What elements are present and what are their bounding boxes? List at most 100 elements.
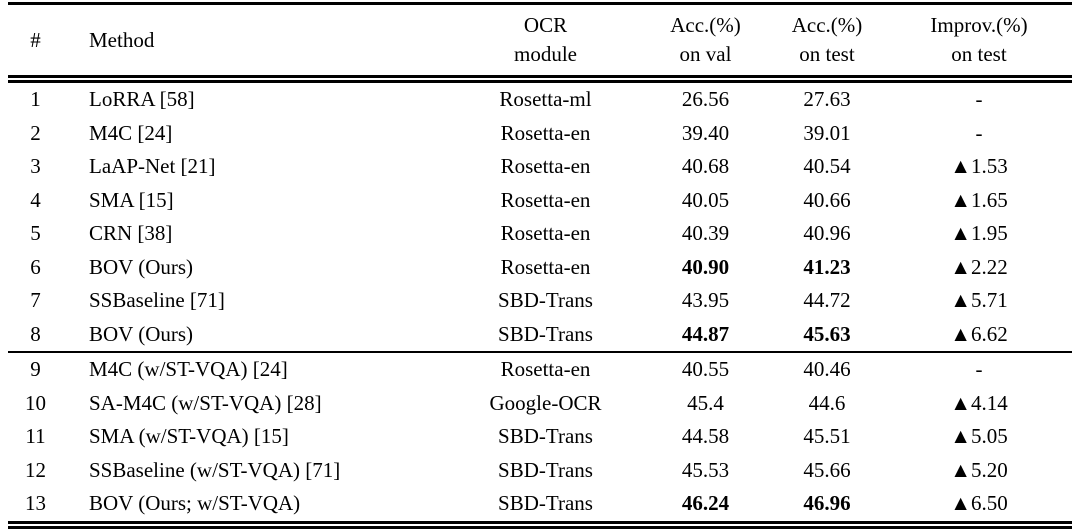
header-line: # xyxy=(30,27,41,52)
header-line: OCR xyxy=(523,13,568,37)
cell-num: 13 xyxy=(25,491,46,516)
cell-num: 4 xyxy=(30,187,41,212)
cell-method: SSBaseline [71] xyxy=(89,288,225,313)
cell-test: 46.96 xyxy=(803,491,851,516)
cell-val: 39.40 xyxy=(681,120,730,145)
cell-test: 44.6 xyxy=(808,390,846,415)
header-line: module xyxy=(514,42,577,66)
cell-ocr: SBD-Trans xyxy=(498,457,593,482)
cell-method: CRN [38] xyxy=(89,221,173,246)
cell-method: BOV (Ours) xyxy=(89,321,194,346)
cell-ocr: Google-OCR xyxy=(489,390,602,415)
header-line: Method xyxy=(89,27,155,52)
cell-val: 44.87 xyxy=(681,321,730,346)
cell-method: LaAP-Net [21] xyxy=(89,154,216,179)
cell-num: 3 xyxy=(30,154,41,179)
column-header-method: Method xyxy=(63,3,448,83)
header-line: Improv.(%) xyxy=(930,13,1028,37)
cell-test: 27.63 xyxy=(803,87,851,112)
cell-ocr: SBD-Trans xyxy=(498,321,593,346)
cell-test: 45.66 xyxy=(803,457,851,482)
cell-val: 46.24 xyxy=(681,491,730,516)
cell-method: M4C (w/ST-VQA) [24] xyxy=(63,351,448,387)
cell-test: 40.66 xyxy=(803,187,851,212)
cell-test: 40.46 xyxy=(768,351,886,387)
cell-test: 44.72 xyxy=(803,288,851,313)
cell-improv: ▲6.62 xyxy=(950,321,1008,346)
cell-improv: - xyxy=(975,120,983,145)
cell-ocr: Rosetta-en xyxy=(500,254,591,279)
table-row: 12 SSBaseline (w/ST-VQA) [71] SBD-Trans 45.… xyxy=(8,454,1072,488)
cell-improv: ▲5.05 xyxy=(950,424,1008,449)
table-row: 9 M4C (w/ST-VQA) [24] Rosetta-en 40.55 40.46… xyxy=(8,351,1072,387)
cell-improv: ▲6.50 xyxy=(950,491,1008,516)
table-body: 1 LoRRA [58] Rosetta-ml 26.56 27.63 - 2 M4C [24… xyxy=(8,79,1072,525)
header-line: Acc.(%) xyxy=(670,13,741,37)
column-header-ocr: OCR module xyxy=(448,3,643,83)
cell-num: 1 xyxy=(30,87,41,112)
cell-test: 41.23 xyxy=(803,254,851,279)
cell-val: 40.55 xyxy=(643,351,768,387)
cell-ocr: Rosetta-en xyxy=(500,221,591,246)
cell-num: 2 xyxy=(30,120,41,145)
cell-method: BOV (Ours; w/ST-VQA) xyxy=(89,491,301,516)
cell-num: 5 xyxy=(30,221,41,246)
cell-method: BOV (Ours) xyxy=(89,254,194,279)
cell-test: 40.54 xyxy=(803,154,851,179)
cell-test: 45.63 xyxy=(803,321,851,346)
cell-improv: ▲5.71 xyxy=(950,288,1008,313)
cell-ocr: Rosetta-en xyxy=(500,187,591,212)
column-header-test: Acc.(%) on test xyxy=(768,3,886,83)
cell-val: 40.90 xyxy=(681,254,730,279)
cell-improv: ▲1.65 xyxy=(950,187,1008,212)
header-line: on test xyxy=(799,42,855,66)
cell-num: 6 xyxy=(30,254,41,279)
table-row: 3 LaAP-Net [21] Rosetta-en 40.68 40.54 ▲1.53 xyxy=(8,150,1072,184)
cell-method: SSBaseline (w/ST-VQA) [71] xyxy=(89,457,341,482)
cell-val: 45.53 xyxy=(681,457,730,482)
cell-method: SMA [15] xyxy=(89,187,174,212)
cell-improv: ▲4.14 xyxy=(950,390,1008,415)
cell-num: 10 xyxy=(25,390,46,415)
table-row: 7 SSBaseline [71] SBD-Trans 43.95 44.72 ▲5.71 xyxy=(8,284,1072,318)
cell-num: 9 xyxy=(8,351,63,387)
table-row: 1 LoRRA [58] Rosetta-ml 26.56 27.63 - xyxy=(8,79,1072,117)
cell-improv: ▲1.95 xyxy=(950,221,1008,246)
header-row: # Method OCR module Acc.(%) on val Acc.(%) on t… xyxy=(8,3,1072,83)
table-row: 8 BOV (Ours) SBD-Trans 44.87 45.63 ▲6.62 xyxy=(8,318,1072,353)
cell-num: 8 xyxy=(30,321,41,346)
cell-test: 45.51 xyxy=(803,424,851,449)
cell-improv: - xyxy=(975,87,983,112)
column-header-val: Acc.(%) on val xyxy=(643,3,768,83)
column-header-improv: Improv.(%) on test xyxy=(886,3,1072,83)
cell-num: 12 xyxy=(25,457,46,482)
results-table: # Method OCR module Acc.(%) on val Acc.(%) on t… xyxy=(8,2,1072,529)
cell-ocr: SBD-Trans xyxy=(498,288,593,313)
cell-val: 40.68 xyxy=(681,154,730,179)
table-row: 5 CRN [38] Rosetta-en 40.39 40.96 ▲1.95 xyxy=(8,217,1072,251)
table-row: 13 BOV (Ours; w/ST-VQA) SBD-Trans 46.24 46.9… xyxy=(8,487,1072,525)
cell-improv: ▲5.20 xyxy=(950,457,1008,482)
header-line: on val xyxy=(679,42,732,66)
header-line: Acc.(%) xyxy=(791,13,863,37)
cell-improv: ▲1.53 xyxy=(950,154,1008,179)
cell-val: 45.4 xyxy=(687,390,724,415)
cell-ocr: Rosetta-en xyxy=(500,120,591,145)
table-row: 11 SMA (w/ST-VQA) [15] SBD-Trans 44.58 45.51… xyxy=(8,420,1072,454)
table-row: 6 BOV (Ours) Rosetta-en 40.90 41.23 ▲2.22 xyxy=(8,251,1072,285)
cell-val: 40.05 xyxy=(681,187,730,212)
cell-method: SA-M4C (w/ST-VQA) [28] xyxy=(89,390,322,415)
cell-test: 40.96 xyxy=(803,221,851,246)
cell-val: 40.39 xyxy=(681,221,730,246)
cell-ocr: SBD-Trans xyxy=(498,491,593,516)
header-line: on test xyxy=(951,42,1007,66)
cell-method: LoRRA [58] xyxy=(89,87,195,112)
cell-ocr: SBD-Trans xyxy=(498,424,593,449)
table-header: # Method OCR module Acc.(%) on val Acc.(%) on t… xyxy=(8,3,1072,83)
cell-improv: - xyxy=(886,351,1072,387)
cell-ocr: Rosetta-en xyxy=(500,154,591,179)
cell-num: 11 xyxy=(25,424,46,449)
cell-method: M4C [24] xyxy=(89,120,173,145)
cell-ocr: Rosetta-ml xyxy=(499,87,592,112)
